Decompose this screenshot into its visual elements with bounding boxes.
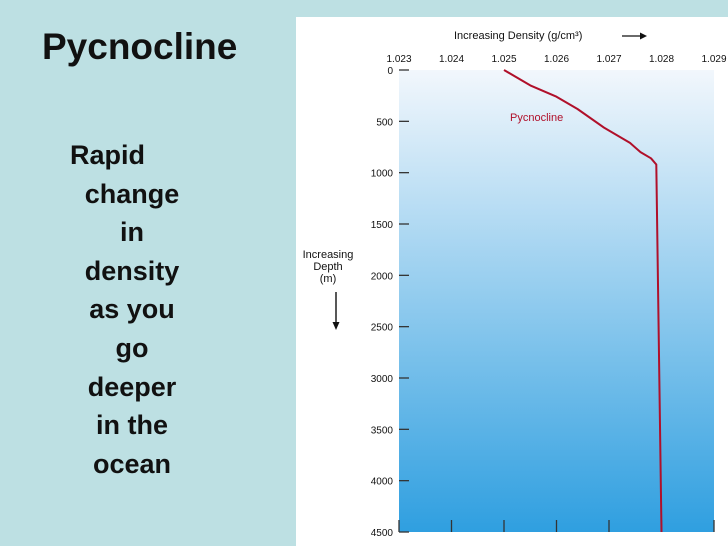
body-line: density [84,255,180,286]
x-axis-arrow-icon [622,32,647,40]
x-tick-label: 1.024 [439,54,464,65]
body-line: as you [89,294,175,325]
y-axis-label: Increasing Depth (m) [303,249,354,285]
y-tick-label: 3000 [371,374,394,385]
y-tick-label: 2000 [371,271,394,282]
x-tick-label: 1.026 [544,54,569,65]
x-axis-label: Increasing Density (g/cm³) [454,30,582,42]
pycnocline-annotation: Pycnocline [510,112,563,124]
x-tick-label: 1.025 [491,54,516,65]
body-line: go [115,332,149,363]
x-tick-label: 1.027 [596,54,621,65]
y-tick-label: 1000 [371,169,394,180]
y-tick-label: 3500 [371,425,394,436]
y-tick-label: 0 [387,66,393,77]
x-tick-label: 1.029 [701,54,726,65]
slide-body-text: Rapid change in density as you go deeper… [62,136,202,483]
body-line: deeper [87,371,177,402]
y-tick-label: 2500 [371,323,394,334]
y-label-line: Depth [313,261,342,273]
body-line: in the [96,410,168,441]
ocean-gradient [399,70,714,532]
slide-title: Pycnocline [42,26,238,67]
body-line: change [84,178,180,209]
y-tick-label: 4000 [371,477,394,488]
density-depth-figure: Increasing Density (g/cm³) 1.023 1.024 1.0… [296,17,728,546]
y-tick-label: 500 [376,117,393,128]
x-tick-label: 1.028 [649,54,674,65]
y-tick-label: 1500 [371,220,394,231]
x-tick-label: 1.023 [386,54,411,65]
y-axis-arrow-icon [332,292,340,330]
body-line: Rapid [70,140,146,170]
y-tick-label: 4500 [371,528,394,539]
y-label-line: (m) [320,273,337,285]
body-line: ocean [92,448,172,479]
density-profile-line [503,69,663,533]
y-label-line: Increasing [303,249,354,261]
body-line: in [120,217,144,248]
density-depth-chart: Increasing Density (g/cm³) 1.023 1.024 1.0… [303,30,727,539]
